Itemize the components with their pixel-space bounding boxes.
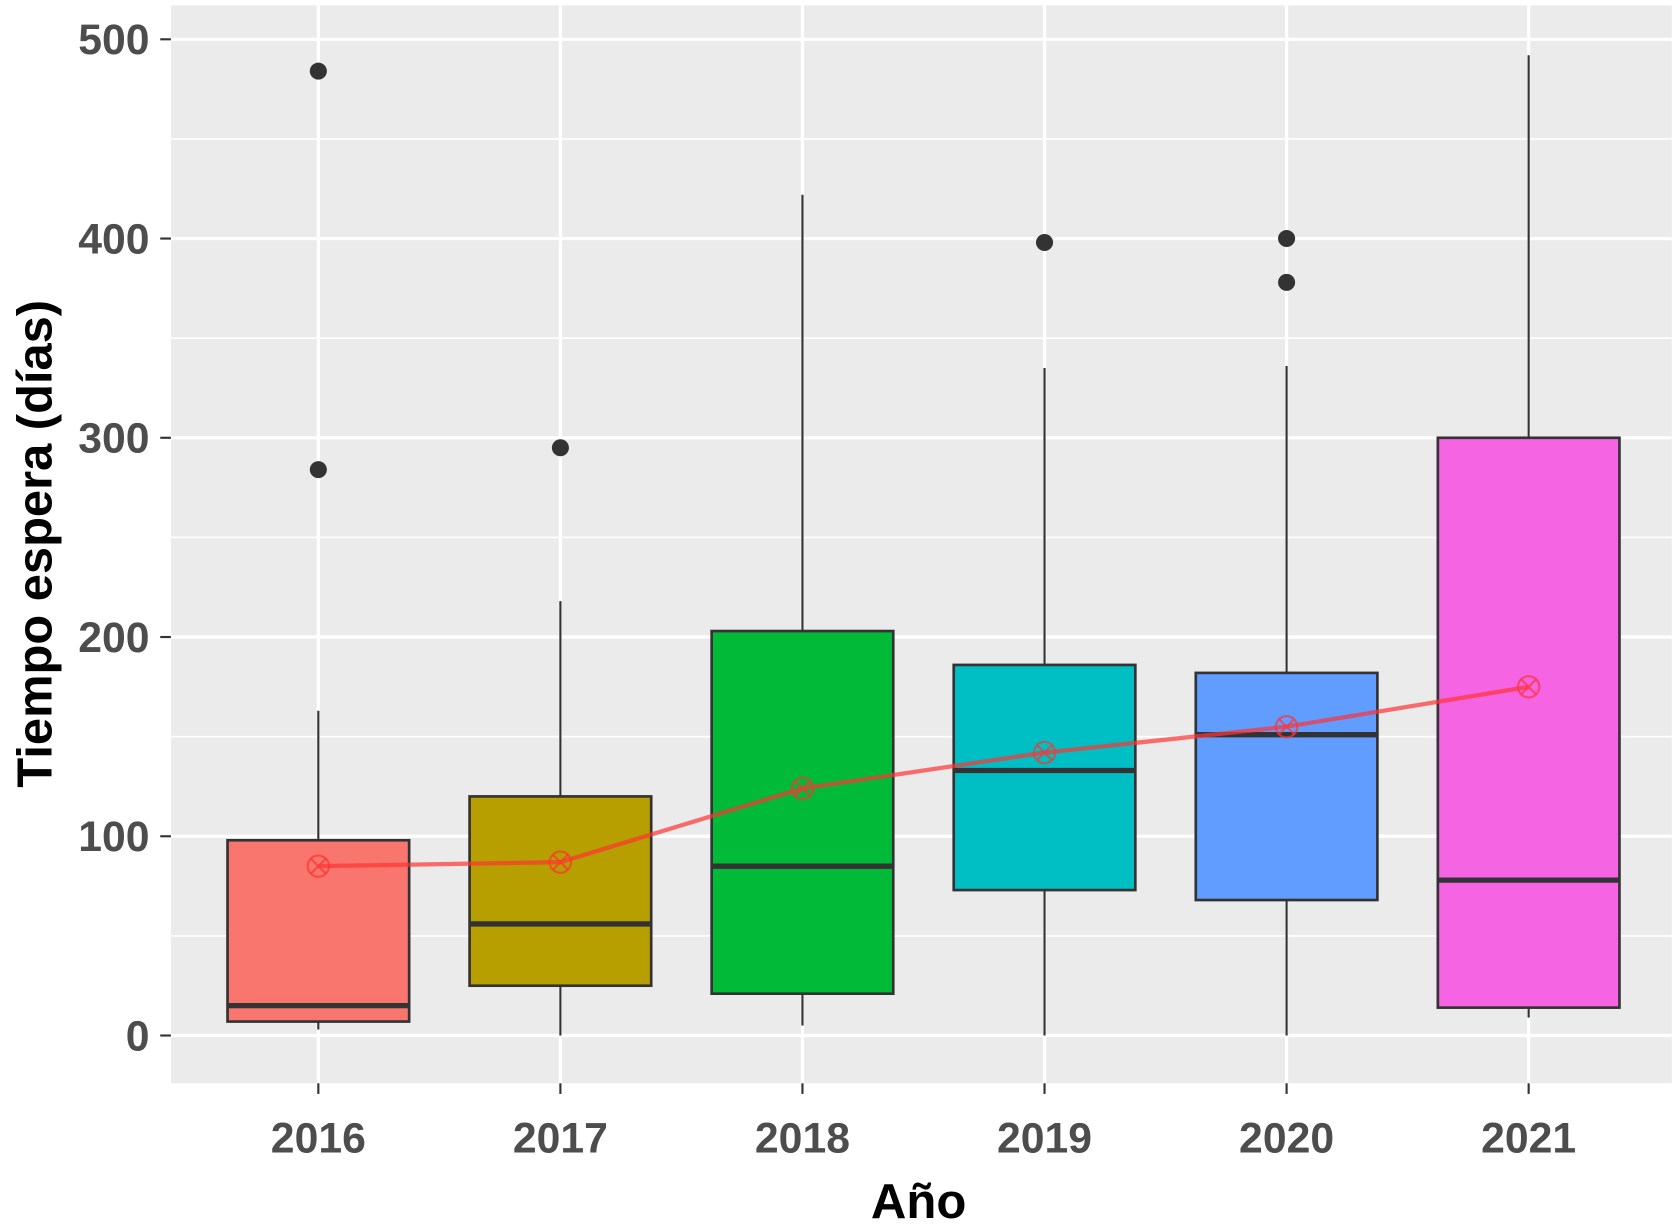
outlier-point [309, 62, 327, 80]
mean-cross [1520, 678, 1537, 696]
box-2021 [1436, 436, 1621, 1009]
boxes [226, 55, 1621, 1036]
mean-cross [552, 853, 569, 871]
y-axis-label: Tiempo espera (días) [8, 300, 62, 788]
mean-point [548, 850, 573, 874]
mean-cross [1278, 718, 1295, 735]
outlier-point [1035, 234, 1054, 252]
y-tick-label: 400 [78, 216, 149, 264]
outlier-point [1278, 273, 1296, 291]
outlier-point [551, 439, 569, 457]
box-2019 [952, 663, 1137, 892]
y-tick-label: 300 [78, 415, 149, 463]
x-tick-label: 2021 [1481, 1114, 1576, 1162]
mean-point [1274, 715, 1299, 739]
mean-point [1516, 675, 1541, 699]
x-tick-label: 2018 [755, 1114, 850, 1162]
x-tick-label: 2019 [997, 1114, 1092, 1162]
box-2017 [468, 795, 653, 988]
mean-point [1032, 740, 1057, 765]
y-axis: 0 100 200 300 400 500 [78, 16, 171, 1060]
mean-cross [794, 780, 811, 797]
y-tick-label: 200 [78, 614, 149, 662]
mean-point [306, 854, 331, 878]
mean-polyline [318, 684, 1530, 869]
box-2018 [710, 629, 895, 996]
mean-point [790, 776, 815, 801]
mean-line [306, 675, 1541, 878]
y-tick-label: 500 [78, 16, 149, 64]
mean-cross [310, 857, 327, 875]
outlier-point [1278, 230, 1296, 248]
outlier-point [309, 461, 327, 479]
y-tick-label: 0 [126, 1012, 150, 1060]
box-2016 [226, 838, 411, 1023]
plot-panel [170, 5, 1672, 1084]
x-tick-label: 2020 [1239, 1114, 1334, 1162]
x-tick-label: 2016 [271, 1114, 366, 1162]
box-2020 [1194, 671, 1379, 902]
mean-cross [1036, 744, 1053, 761]
x-axis: 2016 2017 2018 2019 2020 2021 [271, 1083, 1576, 1162]
x-tick-label: 2017 [513, 1114, 608, 1162]
y-tick-label: 100 [78, 813, 149, 861]
x-axis-label: Año [871, 1175, 966, 1229]
